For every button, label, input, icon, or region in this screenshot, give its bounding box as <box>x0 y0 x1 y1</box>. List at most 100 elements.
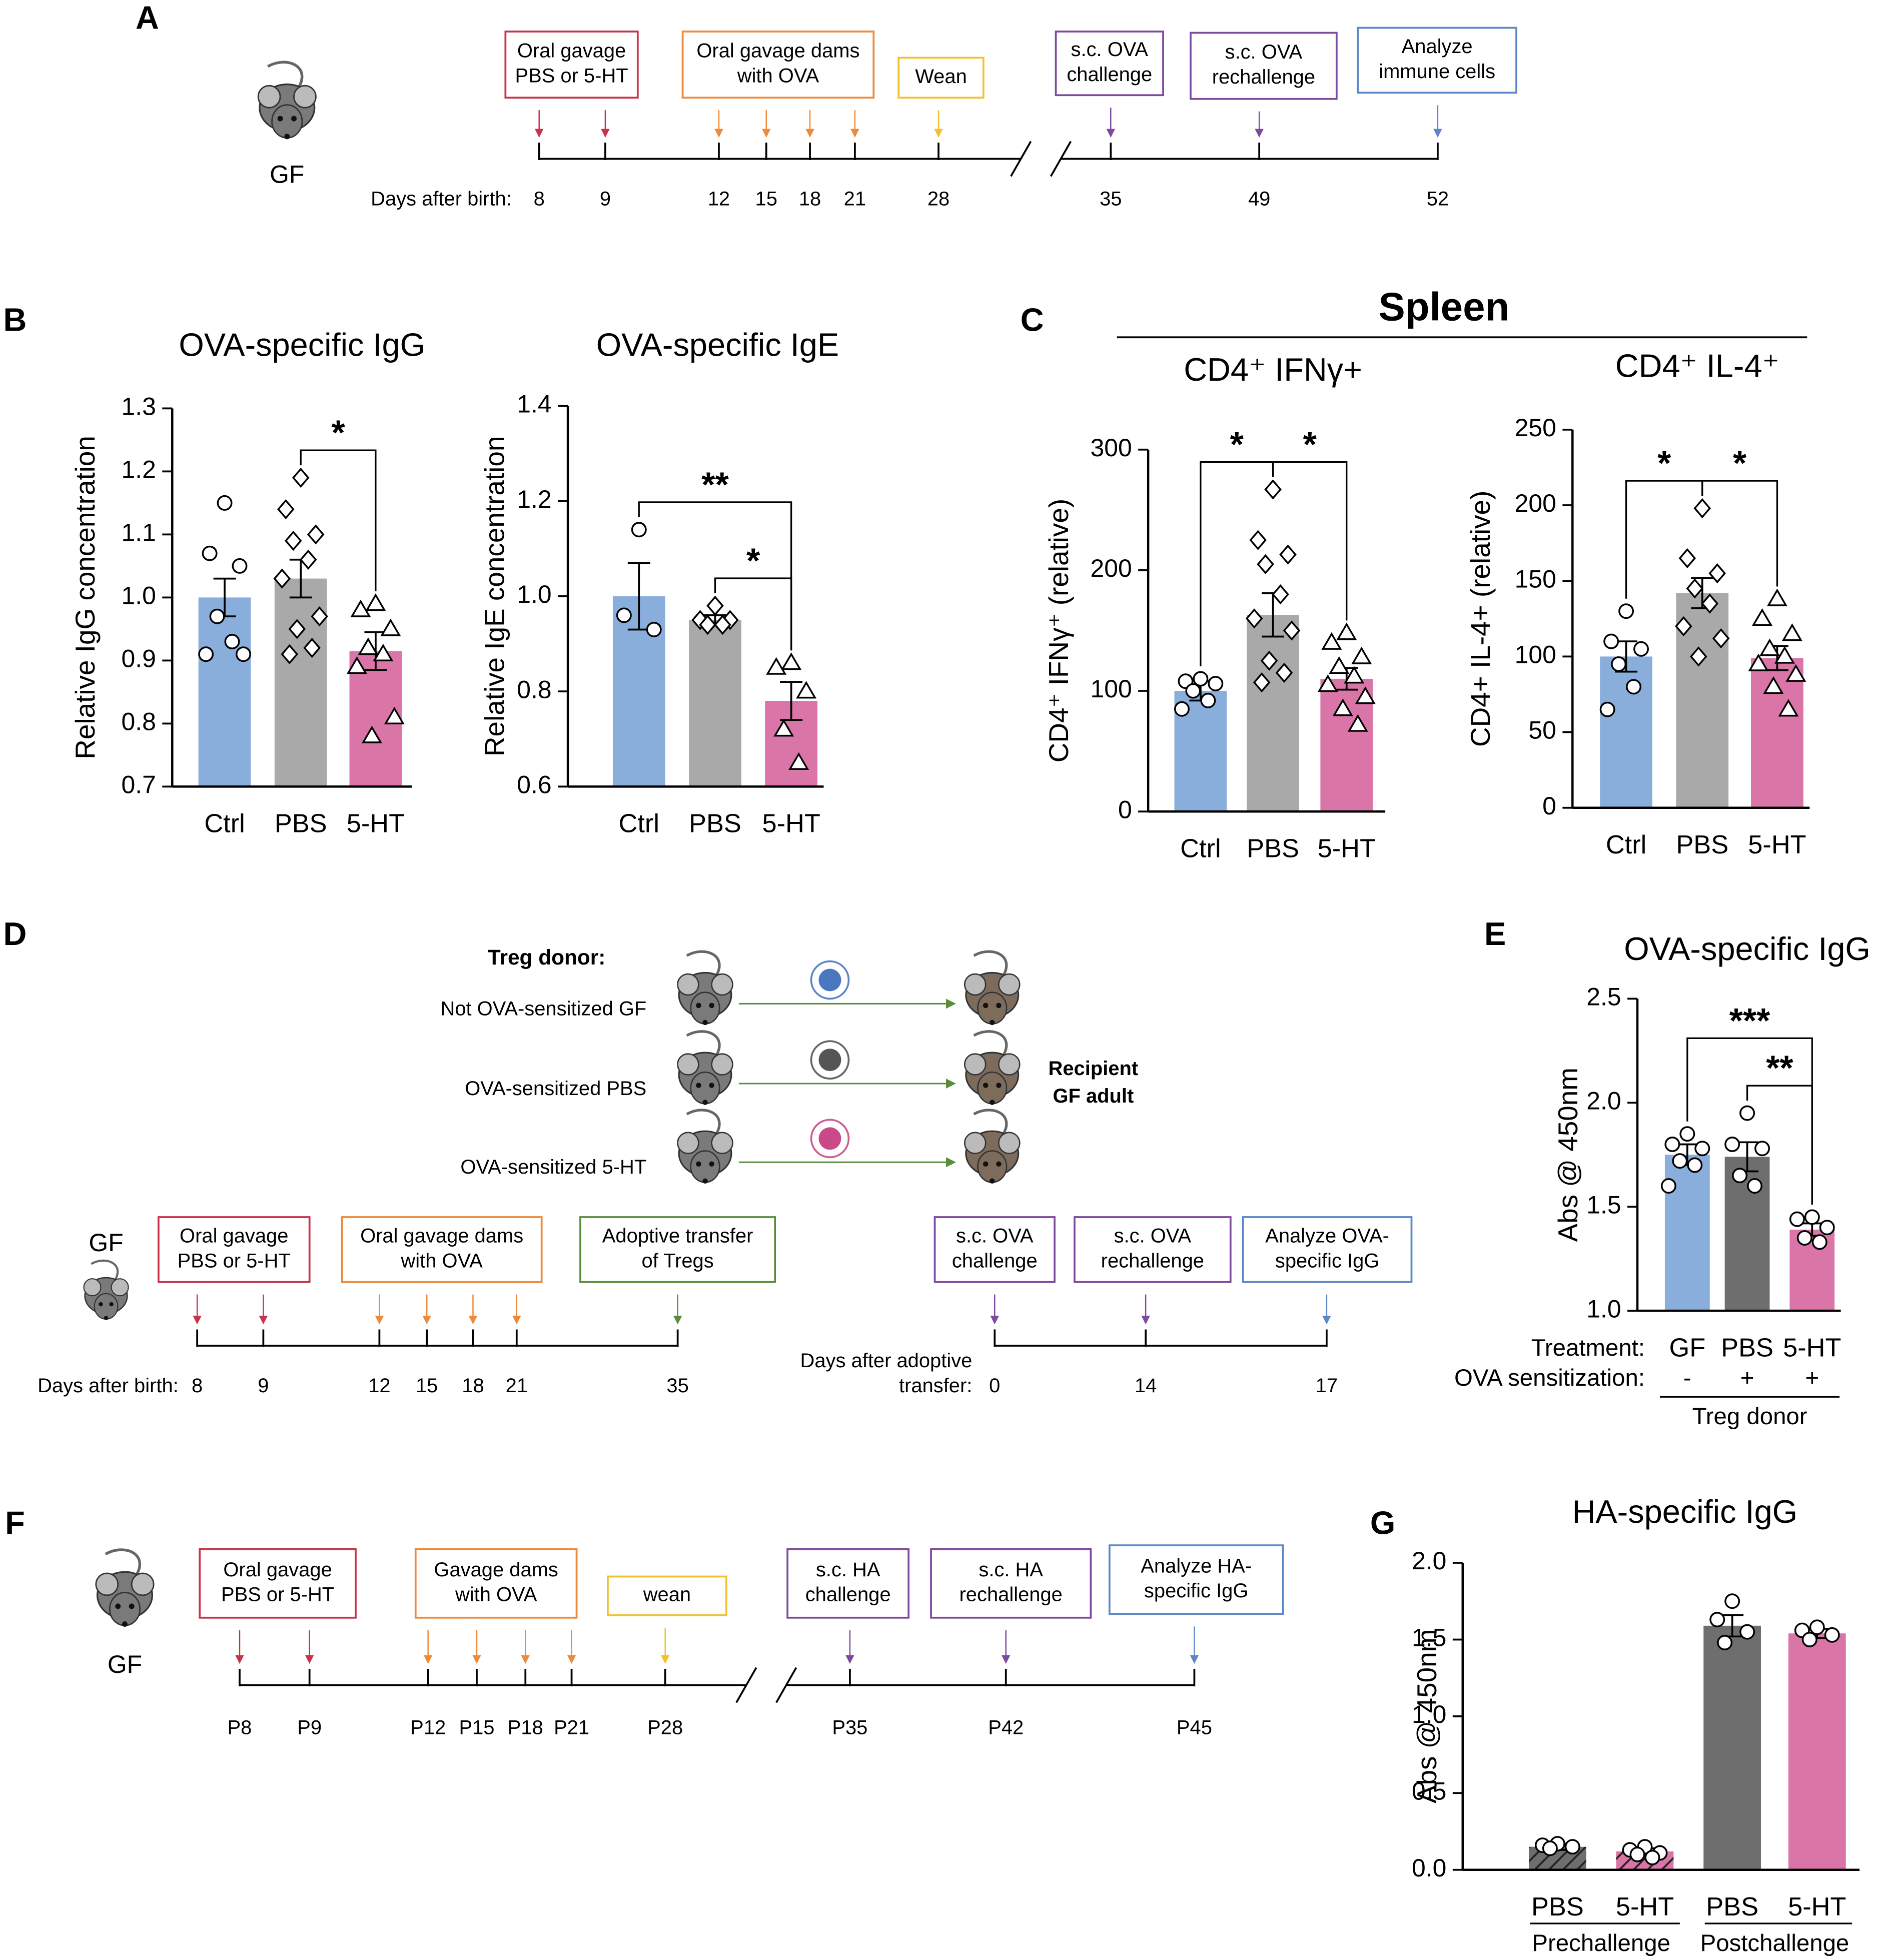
y-axis-label: Relative IgG concentration <box>70 436 101 759</box>
timeline-tick-label: 18 <box>799 188 821 210</box>
mouse-head <box>109 1592 141 1626</box>
event-label: with OVA <box>400 1250 483 1272</box>
event-box <box>341 1216 543 1283</box>
data-point <box>616 607 632 623</box>
data-point <box>1708 563 1726 584</box>
data-point <box>1732 1168 1748 1184</box>
y-tick-label: 0.8 <box>517 675 551 703</box>
event-label: Gavage dams <box>434 1559 558 1581</box>
event-label: Oral gavage dams <box>360 1225 523 1247</box>
mouse-tail <box>105 1548 141 1577</box>
x-tick-label: 5-HT <box>1318 834 1376 863</box>
y-tick-label: 1.2 <box>517 485 551 513</box>
x-tick-label: 5-HT <box>762 809 820 838</box>
significance-bracket <box>300 449 377 592</box>
timeline-tick-label: P15 <box>459 1716 494 1738</box>
mouse-head <box>94 1293 119 1320</box>
mouse-nose <box>104 1316 109 1320</box>
timeline-tick-label: P12 <box>410 1716 446 1738</box>
treg-cell-core <box>818 1049 841 1072</box>
timeline-tick-label: P8 <box>228 1716 252 1738</box>
data-point <box>1778 699 1799 717</box>
bar <box>1703 1625 1761 1870</box>
mouse-eye <box>709 1083 714 1088</box>
data-point <box>1694 1141 1710 1157</box>
donor-label: OVA-sensitized PBS <box>465 1078 646 1100</box>
event-label: rechallenge <box>1101 1250 1204 1272</box>
y-tick-label: 100 <box>1515 641 1556 669</box>
event-arrowhead <box>512 1316 521 1325</box>
x-tick-label: GF <box>1669 1333 1705 1362</box>
mouse-ear <box>711 1053 733 1076</box>
donor-label: OVA-sensitized 5-HT <box>460 1156 646 1178</box>
data-point <box>1347 714 1368 732</box>
significance-bracket <box>1272 461 1348 621</box>
event-arrowhead <box>472 1655 481 1664</box>
y-tick-label: 1.0 <box>1586 1295 1621 1323</box>
event-label: PBS or 5-HT <box>515 65 628 87</box>
mouse-nose <box>284 134 290 140</box>
data-point <box>1759 638 1780 656</box>
mouse-tail <box>973 950 1008 977</box>
mouse-ear <box>711 1132 733 1155</box>
timeline-tick-label: 17 <box>1316 1375 1338 1397</box>
event-label: with OVA <box>737 65 819 87</box>
event-label: s.c. HA <box>979 1559 1043 1581</box>
mouse-eye <box>996 1083 1002 1088</box>
panel-label: G <box>1370 1504 1395 1541</box>
transfer-arrowhead <box>946 1157 956 1168</box>
mouse-eye <box>277 116 283 122</box>
event-label: rechallenge <box>960 1584 1063 1606</box>
bar <box>1664 1155 1710 1311</box>
y-tick-label: 0 <box>1542 792 1556 820</box>
chart-title: OVA-specific IgG <box>179 326 425 363</box>
y-axis-label: Abs @ 450nm <box>1552 1068 1583 1242</box>
mouse-nose <box>122 1621 128 1627</box>
event-label: Analyze <box>1402 36 1473 58</box>
data-point <box>232 558 248 574</box>
mouse-icon <box>677 1030 733 1105</box>
data-point <box>1675 616 1692 637</box>
y-tick-label: 2.5 <box>1586 983 1621 1011</box>
timeline-tick-label: 21 <box>844 188 866 210</box>
mouse-icon <box>83 1259 129 1320</box>
mouse-head <box>690 1150 720 1183</box>
data-point <box>303 638 321 658</box>
group-label: GF <box>89 1229 123 1257</box>
data-point <box>1626 679 1642 695</box>
y-tick-label: 2.0 <box>1412 1547 1446 1575</box>
timeline-tick-label: 9 <box>258 1375 269 1397</box>
y-tick-label: 150 <box>1515 565 1556 593</box>
data-point <box>1739 1624 1755 1640</box>
y-tick-label: 0 <box>1118 795 1132 823</box>
axis-break <box>735 1667 757 1703</box>
bar <box>198 597 251 787</box>
event-box <box>930 1548 1092 1619</box>
significance-label: ** <box>701 465 729 504</box>
mouse-icon <box>257 61 317 140</box>
significance-label: * <box>746 541 760 580</box>
bar <box>1788 1633 1846 1870</box>
data-point <box>1332 698 1353 716</box>
data-point <box>1796 1230 1812 1246</box>
y-tick-label: 0.5 <box>1412 1777 1446 1805</box>
significance-bracket <box>1686 1037 1813 1205</box>
panel-label: E <box>1484 915 1506 952</box>
data-point <box>1633 641 1649 657</box>
data-point <box>1701 593 1719 614</box>
axis-break <box>775 1667 797 1703</box>
significance-bracket <box>1701 480 1778 587</box>
data-point <box>346 656 367 674</box>
event-box <box>933 1216 1056 1283</box>
event-arrowhead <box>193 1316 202 1325</box>
data-point <box>1317 674 1338 692</box>
event-label: challenge <box>1067 64 1152 86</box>
data-point <box>277 499 295 520</box>
panel-label: A <box>136 0 159 36</box>
data-point <box>198 646 214 662</box>
sensitization-label: - <box>1683 1365 1691 1391</box>
significance-label: * <box>1230 425 1244 464</box>
timeline-tick-label: 21 <box>506 1375 528 1397</box>
data-point <box>1672 1153 1688 1169</box>
timeline-tick-label: P9 <box>297 1716 322 1738</box>
